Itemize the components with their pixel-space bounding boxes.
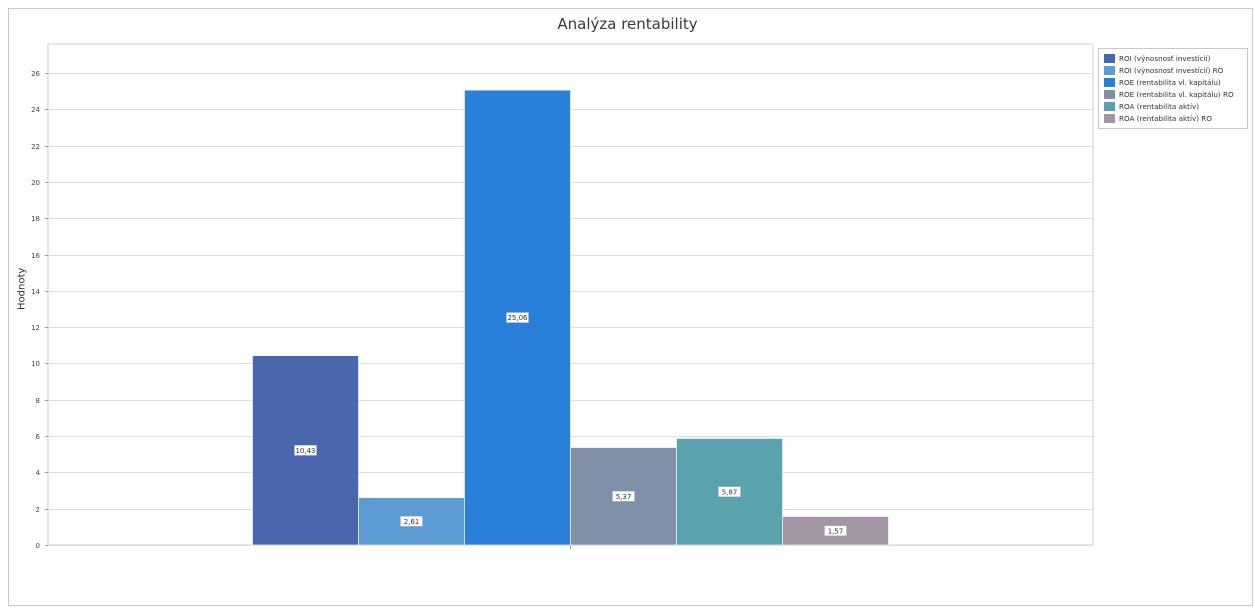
- data-label-1: 10,43: [295, 447, 315, 455]
- legend-swatch: [1104, 53, 1115, 63]
- data-label-4: 5,37: [616, 493, 632, 501]
- legend-label: ROI (výnosnosť investícií): [1119, 53, 1211, 63]
- y-tick-label: 8: [36, 397, 40, 405]
- data-label-box-1: [294, 445, 317, 456]
- y-tick-label: 18: [31, 215, 40, 223]
- legend-item-3: ROE (rentabilita vl. kapitálu): [1104, 76, 1243, 88]
- legend-item-4: ROE (rentabilita vl. kapitálu) RO: [1104, 88, 1243, 100]
- data-label-box-3: [506, 312, 529, 323]
- legend-label: ROI (výnosnosť investícií) RO: [1119, 65, 1224, 75]
- legend-item-6: ROA (rentabilita aktív) RO: [1104, 112, 1243, 124]
- y-tick-label: 26: [31, 70, 40, 78]
- chart-title: Analýza rentability: [557, 15, 698, 33]
- data-label-6: 1,57: [828, 527, 844, 535]
- y-tick-label: 2: [36, 506, 40, 514]
- y-tick-label: 4: [36, 469, 41, 477]
- y-tick-label: 22: [31, 143, 40, 151]
- data-label-box-4: [612, 490, 635, 502]
- data-label-5: 5,87: [722, 488, 738, 496]
- legend-label: ROE (rentabilita vl. kapitálu) RO: [1119, 89, 1234, 99]
- y-tick-label: 20: [31, 179, 40, 187]
- data-label-box-2: [400, 516, 423, 527]
- legend-swatch: [1104, 101, 1115, 111]
- legend-label: ROA (rentabilita aktív): [1119, 101, 1200, 111]
- data-label-box-6: [824, 525, 847, 537]
- data-label-2: 2,61: [404, 518, 420, 526]
- legend-swatch: [1104, 113, 1115, 123]
- legend-swatch: [1104, 89, 1115, 99]
- bar-layer: [252, 89, 889, 546]
- legend-label: ROE (rentabilita vl. kapitálu): [1119, 77, 1221, 87]
- y-tick-label: 12: [31, 324, 40, 332]
- legend-label: ROA (rentabilita aktív) RO: [1119, 113, 1212, 123]
- y-tick-label: 24: [31, 106, 40, 114]
- y-tick-label: 16: [31, 252, 40, 260]
- legend-swatch: [1104, 77, 1115, 87]
- data-label-box-5: [718, 486, 741, 498]
- y-tick-label: 0: [36, 542, 40, 550]
- legend-item-1: ROI (výnosnosť investícií): [1104, 52, 1243, 64]
- y-tick-label: 14: [31, 288, 40, 296]
- legend-item-5: ROA (rentabilita aktív): [1104, 100, 1243, 112]
- label-layer: 10,43 2,61 25,06 5,37 5,87 1,57: [294, 312, 847, 537]
- legend: ROI (výnosnosť investícií) ROI (výnosnosť…: [1098, 48, 1248, 129]
- y-tick-label: 10: [31, 360, 40, 368]
- data-label-3: 25,06: [507, 314, 528, 322]
- y-tick-label: 6: [36, 433, 41, 441]
- legend-item-2: ROI (výnosnosť investícií) RO: [1104, 64, 1243, 76]
- legend-swatch: [1104, 65, 1115, 75]
